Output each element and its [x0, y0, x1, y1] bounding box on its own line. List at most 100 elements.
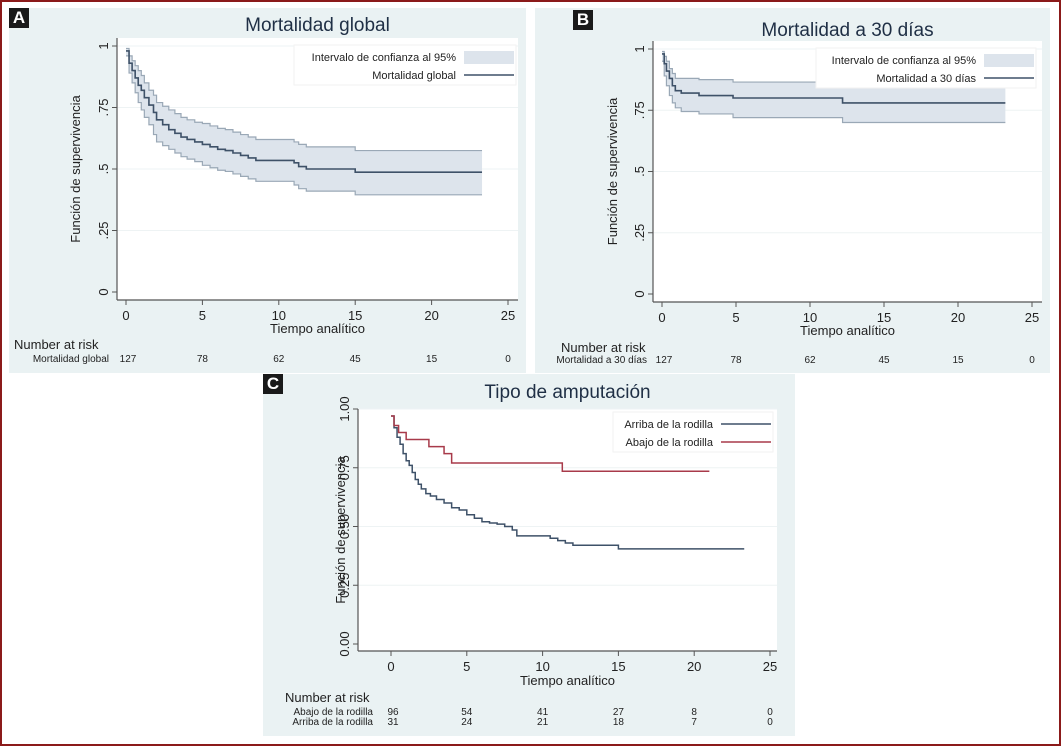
- x-tick-label: 10: [535, 659, 549, 674]
- risk-value: 62: [273, 354, 285, 365]
- y-tick-label: 1.00: [337, 396, 352, 421]
- x-tick-label: 5: [199, 308, 206, 323]
- risk-value: 7: [691, 717, 697, 728]
- risk-value: 0: [767, 717, 773, 728]
- risk-value: 127: [120, 354, 137, 365]
- y-tick-label: .75: [96, 98, 111, 116]
- legend-label: Intervalo de confianza al 95%: [832, 55, 977, 67]
- risk-value: 96: [387, 707, 399, 718]
- x-axis-label: Tiempo analítico: [800, 323, 895, 338]
- ci-lower-line: [126, 55, 483, 196]
- x-tick-label: 20: [687, 659, 701, 674]
- risk-value: 18: [613, 717, 625, 728]
- risk-row-label: Mortalidad global: [33, 354, 109, 365]
- x-tick-label: 15: [877, 310, 891, 325]
- survival-curve-abajo: [391, 415, 710, 473]
- km-chart-tipo-amputacion: Tipo de amputación 0.00 0.25 0.50 0.75 1.00 0 5…: [285, 382, 777, 728]
- risk-value: 54: [461, 707, 473, 718]
- risk-value: 0: [767, 707, 773, 718]
- y-tick-label: 0: [96, 288, 111, 295]
- confidence-band: [126, 48, 483, 195]
- risk-value: 78: [197, 354, 209, 365]
- chart-title: Mortalidad global: [245, 15, 390, 36]
- panel-label-c: C: [263, 374, 283, 394]
- y-tick-label: 0.75: [337, 455, 352, 480]
- ci-lower-line: [662, 60, 1006, 124]
- x-tick-label: 10: [272, 308, 286, 323]
- y-tick-label: .75: [632, 101, 647, 119]
- risk-table-header: Number at risk: [14, 337, 99, 352]
- risk-value: 0: [505, 354, 511, 365]
- ci-upper-line: [662, 50, 1006, 87]
- survival-curve: [126, 50, 483, 173]
- y-axis-label: Función de supervivencia: [333, 456, 348, 604]
- y-tick-label: 1: [96, 42, 111, 49]
- y-tick-label: 0.50: [337, 514, 352, 539]
- legend-swatch-ci: [464, 51, 514, 64]
- chart-title: Tipo de amputación: [484, 382, 650, 403]
- y-tick-label: .25: [96, 221, 111, 239]
- x-tick-label: 0: [658, 310, 665, 325]
- chart-title: Mortalidad a 30 días: [761, 20, 933, 41]
- risk-value: 41: [537, 707, 549, 718]
- legend-swatch-ci: [984, 54, 1034, 67]
- x-tick-label: 15: [348, 308, 362, 323]
- survival-curve-arriba: [391, 415, 745, 550]
- risk-value: 8: [691, 707, 697, 718]
- legend-label: Abajo de la rodilla: [626, 437, 714, 449]
- y-axis-label: Función de supervivencia: [605, 97, 620, 245]
- risk-value: 127: [656, 355, 673, 366]
- x-tick-label: 25: [501, 308, 515, 323]
- risk-value: 45: [878, 355, 890, 366]
- panel-c: C Tipo de amputación 0.00 0.25 0.50 0.75 1.00…: [263, 374, 795, 736]
- x-tick-label: 5: [732, 310, 739, 325]
- x-tick-label: 25: [1025, 310, 1039, 325]
- legend-box: [612, 411, 774, 453]
- survival-curve: [662, 53, 1006, 104]
- legend-label: Mortalidad global: [372, 70, 456, 82]
- x-axis-label: Tiempo analítico: [270, 321, 365, 336]
- x-tick-label: 5: [463, 659, 470, 674]
- y-tick-label: .25: [632, 224, 647, 242]
- y-tick-label: 0: [632, 290, 647, 297]
- x-tick-label: 10: [803, 310, 817, 325]
- x-tick-label: 0: [387, 659, 394, 674]
- risk-value: 21: [537, 717, 549, 728]
- risk-value: 15: [952, 355, 964, 366]
- panel-label-b: B: [573, 10, 593, 30]
- risk-table-header: Number at risk: [285, 690, 370, 705]
- x-axis-label: Tiempo analítico: [520, 673, 615, 688]
- risk-row-label: Mortalidad a 30 días: [556, 355, 647, 366]
- y-axis-label: Función de supervivencia: [68, 95, 83, 243]
- risk-value: 24: [461, 717, 473, 728]
- risk-value: 15: [426, 354, 438, 365]
- x-tick-label: 15: [611, 659, 625, 674]
- y-tick-label: .5: [632, 166, 647, 177]
- risk-row-label: Abajo de la rodilla: [294, 707, 374, 718]
- panel-label-a: A: [9, 8, 29, 28]
- x-tick-label: 25: [763, 659, 777, 674]
- x-tick-label: 20: [424, 308, 438, 323]
- panel-b: B Mortalidad a 30 días 0.25.5.75 1 0 5 10 15 20…: [535, 8, 1050, 373]
- risk-table-header: Number at risk: [561, 340, 646, 355]
- y-tick-label: 0.00: [337, 631, 352, 656]
- ci-upper-line: [126, 47, 483, 152]
- risk-row-label: Arriba de la rodilla: [292, 717, 373, 728]
- x-tick-label: 20: [951, 310, 965, 325]
- y-tick-label: 0.25: [337, 573, 352, 598]
- risk-value: 27: [613, 707, 625, 718]
- y-tick-label: 1: [632, 45, 647, 52]
- risk-value: 31: [387, 717, 399, 728]
- panel-a: A Mortalidad global 0.25.5.75 1 0 5 10 15 20 25 T…: [9, 8, 526, 373]
- risk-value: 0: [1029, 355, 1035, 366]
- risk-value: 45: [350, 354, 362, 365]
- y-tick-label: .5: [96, 164, 111, 175]
- x-tick-label: 0: [122, 308, 129, 323]
- legend-label: Mortalidad a 30 días: [876, 73, 976, 85]
- risk-value: 78: [730, 355, 742, 366]
- legend-label: Intervalo de confianza al 95%: [312, 52, 457, 64]
- risk-value: 62: [804, 355, 816, 366]
